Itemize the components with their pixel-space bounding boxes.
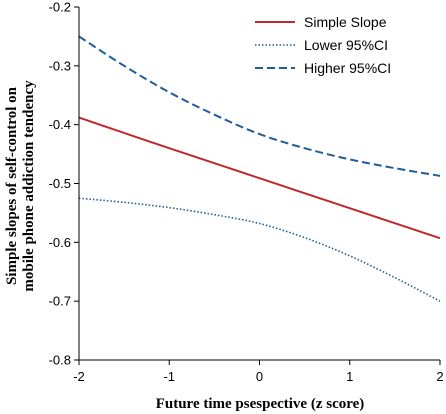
y-tick-label: -0.6 — [49, 235, 71, 250]
legend-label: Higher 95%CI — [304, 60, 391, 76]
legend-label: Lower 95%CI — [304, 37, 388, 53]
x-tick-label: -2 — [73, 369, 85, 384]
x-axis-ticks: -2 -1 0 1 2 — [73, 360, 444, 384]
y-tick-label: -0.3 — [49, 58, 71, 73]
y-tick-label: -0.7 — [49, 294, 71, 309]
y-tick-label: -0.8 — [49, 353, 71, 368]
y-tick-label: -0.5 — [49, 176, 71, 191]
y-tick-label: -0.2 — [49, 0, 71, 15]
x-tick-label: -1 — [163, 369, 175, 384]
x-tick-label: 1 — [346, 369, 353, 384]
y-axis-title-line-2: mobile phone addiction tendency — [21, 80, 37, 292]
legend: Simple Slope Lower 95%CI Higher 95%CI — [255, 14, 391, 76]
y-tick-label: -0.4 — [49, 117, 71, 132]
legend-label: Simple Slope — [304, 14, 387, 30]
series-line-1 — [78, 116, 441, 240]
series-layer — [78, 35, 441, 302]
y-axis-ticks: -0.8 -0.7 -0.6 -0.5 -0.4 -0.3 -0.2 — [49, 0, 79, 368]
x-tick-label: 0 — [256, 369, 263, 384]
x-tick-label: 2 — [436, 369, 443, 384]
y-axis-title-line-1: Simple slopes of self-control on — [4, 86, 20, 285]
y-axis-title: Simple slopes of self-control on mobile … — [4, 80, 37, 292]
series-line-2 — [78, 197, 441, 302]
x-axis-title: Future time psespective (z score) — [156, 396, 365, 412]
series-line-3 — [78, 35, 441, 177]
